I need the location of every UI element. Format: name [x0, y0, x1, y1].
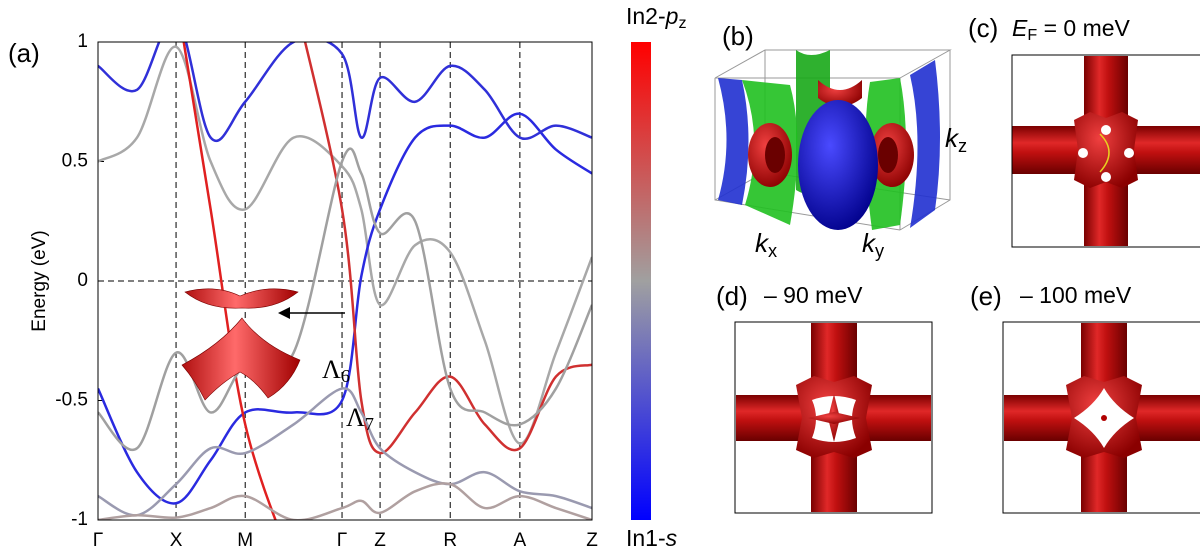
x-tick-label: A — [514, 530, 527, 551]
inset-dispersion — [181, 288, 345, 401]
label-text: In2- — [626, 3, 666, 29]
band — [98, 482, 592, 520]
panel-energy: – 90 meV — [764, 282, 863, 308]
x-tick-label: Γ — [93, 530, 103, 551]
panel-label: (a) — [8, 38, 40, 68]
x-tick-label: Z — [586, 530, 598, 551]
label-italic: k — [945, 123, 960, 153]
colorbar-top-label: In2-pz — [626, 3, 686, 32]
x-tick-label: Γ — [337, 530, 347, 551]
y-tick-label: 0 — [77, 270, 88, 291]
colorbar-bottom-label: In1-s — [626, 525, 678, 551]
panel-label: (b) — [722, 21, 754, 51]
colorbar — [631, 42, 651, 520]
annotation-symbol: Λ — [346, 403, 365, 432]
annotation-symbol: Λ — [322, 355, 341, 384]
annotation: Λ7 — [346, 403, 374, 434]
bands — [98, 42, 592, 520]
y-tick-label: -0.5 — [55, 390, 88, 411]
annotation: Λ6 — [322, 355, 350, 386]
fermi-surface-slice — [734, 321, 933, 514]
label-subscript: x — [768, 241, 777, 261]
label-text: = 0 meV — [1037, 15, 1130, 41]
y-tick-label: -1 — [71, 509, 88, 530]
panel-label: (e) — [970, 281, 1002, 311]
band — [98, 147, 592, 452]
annotation-subscript: 6 — [341, 366, 350, 386]
x-tick-label: X — [170, 530, 183, 551]
label-text: In1- — [626, 525, 666, 551]
plot-area — [98, 41, 592, 521]
x-tick-label: R — [443, 530, 457, 551]
axis-label: kx — [755, 228, 777, 261]
x-tick-label: Z — [374, 530, 386, 551]
fermi-surface-slice — [1002, 321, 1200, 514]
label-italic: E — [1012, 15, 1028, 41]
label-italic: p — [665, 3, 679, 29]
band — [98, 42, 592, 142]
panel-label: (d) — [716, 281, 748, 311]
panel-energy: EF = 0 meV — [1012, 15, 1131, 44]
y-tick-label: 0.5 — [62, 151, 88, 172]
band — [98, 387, 592, 517]
panel-label: (c) — [968, 13, 998, 43]
y-tick-label: 1 — [77, 31, 88, 52]
fermi-surface-slice — [1011, 54, 1200, 248]
label-subscript: z — [958, 136, 967, 156]
axis-label: ky — [862, 228, 885, 261]
x-tick-label: M — [237, 530, 253, 551]
band — [98, 112, 592, 505]
fermi-surface-3d — [714, 49, 952, 231]
label-italic: s — [666, 525, 678, 551]
band — [182, 42, 277, 520]
panel-energy: – 100 meV — [1020, 282, 1132, 308]
axis-label: kz — [945, 123, 967, 156]
label-italic: k — [755, 228, 770, 258]
plot-frame — [97, 41, 593, 521]
band — [303, 42, 592, 455]
y-axis-label: Energy (eV) — [29, 230, 50, 331]
label-subscript: F — [1027, 26, 1037, 44]
label-subscript: z — [678, 14, 686, 32]
annotation-subscript: 7 — [365, 414, 374, 434]
label-italic: k — [862, 228, 877, 258]
label-subscript: y — [875, 241, 885, 261]
